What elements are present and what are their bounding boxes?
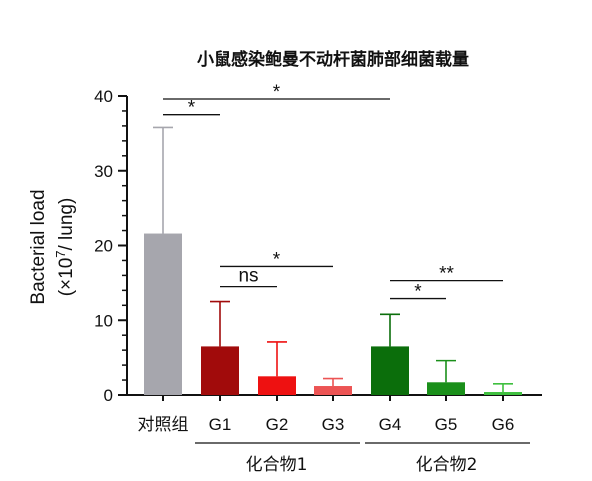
- significance-label: ns: [238, 266, 258, 287]
- y-axis-label-line1: Bacterial load: [28, 189, 49, 304]
- bars: [144, 126, 522, 395]
- bar: [484, 392, 522, 395]
- x-tick-label: G5: [435, 415, 458, 434]
- bar: [314, 386, 352, 395]
- significance-label: **: [439, 264, 454, 285]
- y-axis-label-line2: (×107/ lung): [53, 198, 77, 297]
- x-tick-label: G4: [379, 415, 402, 434]
- y-tick-label: 40: [94, 87, 113, 106]
- axes: 0 10 20 30 40: [94, 87, 542, 405]
- y-tick-label: 30: [94, 162, 113, 181]
- significance-annotations: **ns****: [163, 82, 503, 303]
- bar: [144, 233, 182, 395]
- significance-label: *: [273, 82, 281, 103]
- bar: [201, 346, 239, 395]
- significance-label: *: [414, 282, 422, 303]
- bar: [371, 346, 409, 395]
- group-label: 化合物2: [416, 455, 478, 475]
- y-axis-label: Bacterial load (×107/ lung): [28, 189, 77, 304]
- chart-title: 小鼠感染鲍曼不动杆菌肺部细菌载量: [197, 49, 469, 70]
- significance-label: *: [273, 249, 281, 270]
- y-tick-label: 0: [104, 386, 113, 405]
- x-tick-label: G3: [322, 415, 345, 434]
- x-axis-labels: 对照组 G1 G2 G3 G4 G5 G6 化合物1 化合物2: [138, 415, 530, 475]
- bar: [258, 376, 296, 395]
- x-tick-label: 对照组: [138, 415, 189, 434]
- x-tick-label: G1: [209, 415, 232, 434]
- y-tick-label: 20: [94, 237, 113, 256]
- y-tick-label: 10: [94, 311, 113, 330]
- significance-label: *: [188, 98, 196, 119]
- group-label: 化合物1: [246, 455, 308, 475]
- x-tick-label: G2: [266, 415, 289, 434]
- bar: [427, 382, 465, 395]
- x-tick-label: G6: [492, 415, 515, 434]
